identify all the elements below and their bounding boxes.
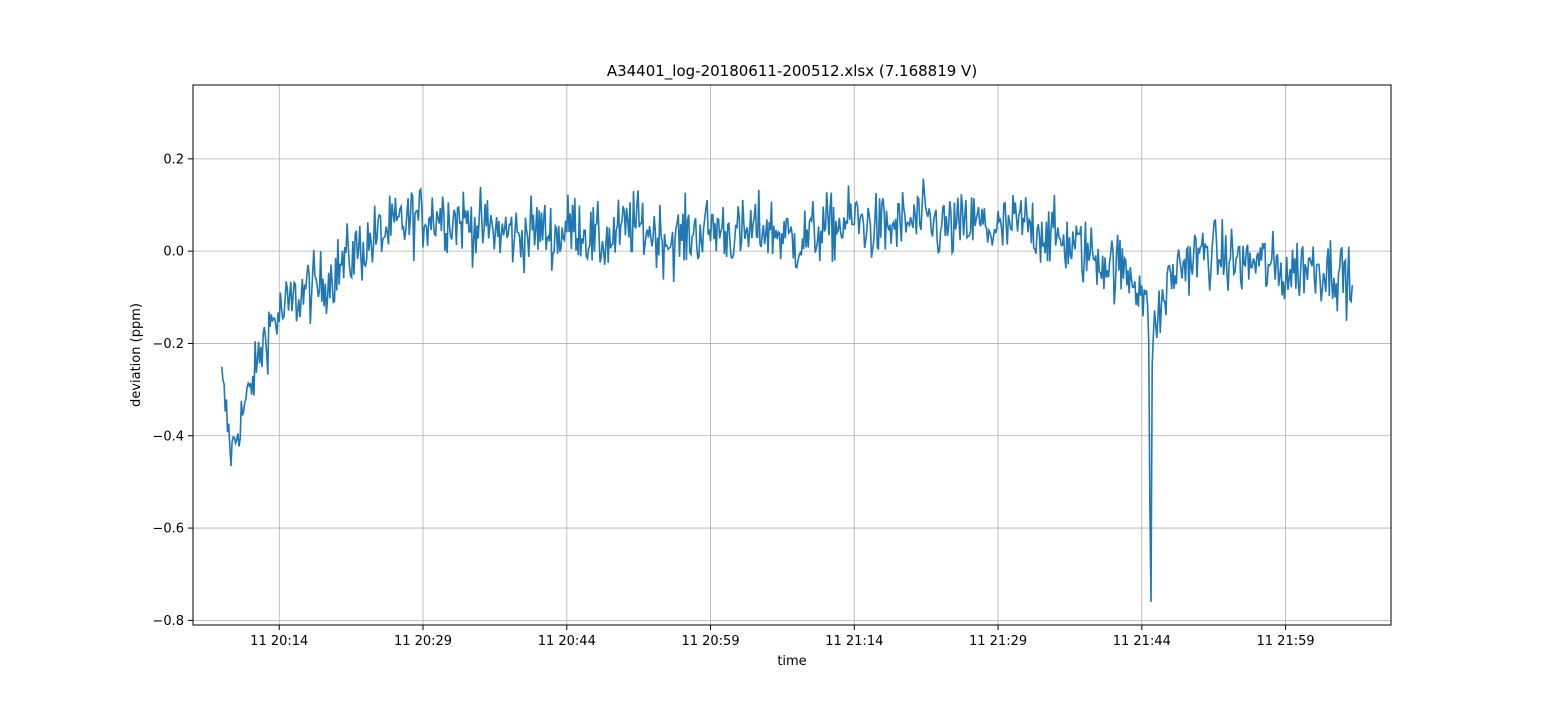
y-tick-label: −0.6 [152,522,184,537]
x-tick-label: 11 20:29 [394,634,452,649]
y-tick-label: −0.8 [152,614,184,629]
x-tick-label: 11 20:14 [250,634,308,649]
x-tick-label: 11 21:59 [1257,634,1315,649]
y-axis: 0.2 0.0 −0.2 −0.4 −0.6 −0.8 [152,152,193,629]
y-tick-label: 0.2 [163,152,184,167]
y-tick-label: 0.0 [163,245,184,260]
plot-frame [192,84,1392,626]
x-tick-label: 11 20:59 [681,634,739,649]
chart-title: A34401_log-20180611-200512.xlsx (7.16881… [607,62,977,81]
y-tick-label: −0.4 [152,429,184,444]
x-tick-label: 11 21:29 [969,634,1027,649]
series-line [221,178,1354,602]
x-axis: 11 20:14 11 20:29 11 20:44 11 20:59 11 21:14… [250,625,1315,649]
x-tick-label: 11 21:44 [1113,634,1171,649]
x-tick-label: 11 20:44 [538,634,596,649]
y-tick-label: −0.2 [152,337,184,352]
grid-lines [193,85,1391,625]
x-tick-label: 11 21:14 [825,634,883,649]
x-axis-label: time [777,654,806,669]
y-axis-label: deviation (ppm) [129,303,144,407]
